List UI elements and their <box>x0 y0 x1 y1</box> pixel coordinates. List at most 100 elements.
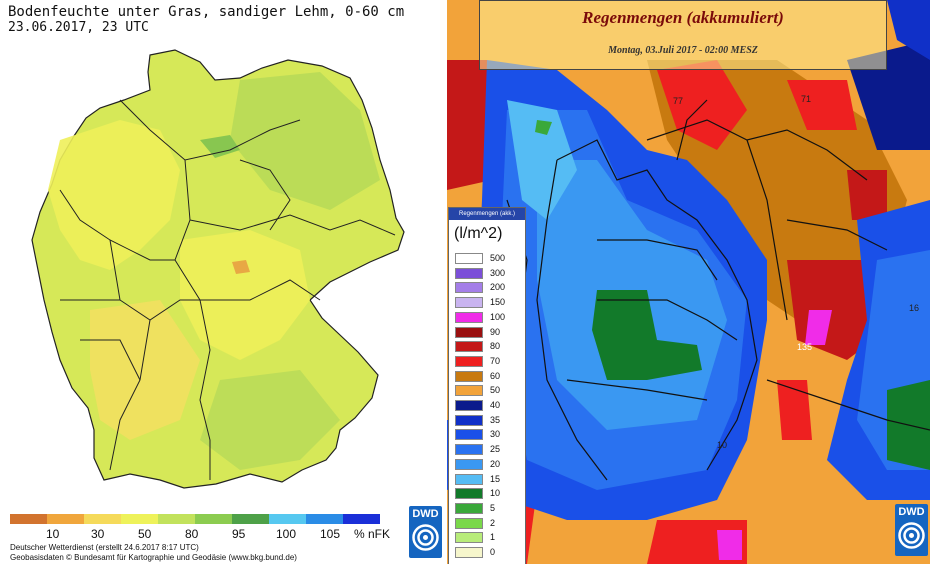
legend-row: 300 <box>455 267 521 280</box>
legend-row: 2 <box>455 517 521 530</box>
scale-label: 80 <box>185 527 199 541</box>
legend-label: 60 <box>490 370 501 381</box>
legend-row: 60 <box>455 370 521 383</box>
legend-swatch <box>455 326 483 338</box>
legend-row: 80 <box>455 341 521 353</box>
legend-row: 50 <box>455 385 521 397</box>
legend-row: 500 <box>455 253 521 265</box>
legend-label: 35 <box>490 414 501 425</box>
scale-segment <box>47 514 84 524</box>
soil-moisture-color-scale <box>10 514 380 524</box>
dwd-swirl-icon <box>412 524 439 551</box>
scale-label: 105 <box>320 527 341 541</box>
legend-row: 5 <box>455 502 521 515</box>
legend-swatch <box>455 517 483 529</box>
germany-soil-moisture-map <box>31 49 405 489</box>
dwd-swirl-icon <box>898 522 925 549</box>
scale-label: 100 <box>276 527 297 541</box>
legend-row: 30 <box>455 429 521 441</box>
legend-label: 10 <box>490 488 501 499</box>
legend-swatch <box>455 370 483 382</box>
soil-moisture-panel: Bodenfeuchte unter Gras, sandiger Lehm, … <box>0 0 447 564</box>
rainfall-panel: Regenmengen (akkumuliert) Montag, 03.Jul… <box>447 0 930 564</box>
scale-segment <box>121 514 158 524</box>
legend-swatch <box>455 341 483 353</box>
legend-swatch <box>455 253 483 264</box>
legend-row: 20 <box>455 458 521 471</box>
legend-row: 15 <box>455 473 521 486</box>
scale-segment <box>306 514 343 524</box>
legend-label: 20 <box>490 458 501 469</box>
legend-label: 50 <box>490 385 501 396</box>
rainfall-subtitle: Montag, 03.Juli 2017 - 02:00 MESZ <box>608 45 758 56</box>
green-rain-area <box>592 290 702 380</box>
legend-row: 150 <box>455 297 521 309</box>
legend-row: 1 <box>455 532 521 544</box>
wetter-zone <box>230 72 380 210</box>
soil-moisture-title: Bodenfeuchte unter Gras, sandiger Lehm, … <box>8 4 405 20</box>
country-borders <box>486 99 930 481</box>
wetter-zone <box>200 370 340 470</box>
legend-label: 30 <box>490 429 501 440</box>
legend-label: 2 <box>490 517 496 528</box>
legend-swatch <box>455 502 483 514</box>
legend-swatch <box>455 311 483 323</box>
wet-spot <box>200 135 240 158</box>
legend-row: 35 <box>455 414 521 427</box>
scale-label: 10 <box>46 527 60 541</box>
legend-unit: (l/m^2) <box>454 225 503 242</box>
soil-moisture-date: 23.06.2017, 23 UTC <box>8 20 149 35</box>
legend-swatch <box>455 355 483 367</box>
dwd-logo: DWD <box>895 504 928 556</box>
scale-label: % nFK <box>354 527 391 541</box>
scale-segment <box>343 514 380 524</box>
legend-label: 5 <box>490 502 496 513</box>
legend-swatch <box>455 414 483 426</box>
drier-zone <box>90 300 200 440</box>
legend-label: 100 <box>490 311 506 322</box>
drier-zone <box>48 120 180 270</box>
legend-label: 40 <box>490 400 501 410</box>
legend-label: 15 <box>490 473 501 484</box>
legend-label: 25 <box>490 444 501 455</box>
legend-label: 300 <box>490 267 506 278</box>
legend-swatch <box>455 532 483 544</box>
drier-zone <box>180 230 310 360</box>
map-value-label: 10 <box>717 440 728 450</box>
legend-swatch <box>455 458 483 470</box>
map-value-label: 71 <box>801 94 812 104</box>
legend-row: 10 <box>455 488 521 500</box>
dry-spot <box>232 260 250 274</box>
map-value-label: 135 <box>797 342 813 352</box>
legend-swatch <box>455 282 483 294</box>
scale-segment <box>232 514 269 524</box>
legend-swatch <box>455 547 483 558</box>
map-value-label: 77 <box>673 96 684 106</box>
scale-segment <box>10 514 47 524</box>
rainfall-title: Regenmengen (akkumuliert) <box>582 8 784 27</box>
rainfall-legend: Regenmengen (akk.) (l/m^2) 500 300 200 150 1… <box>448 207 526 564</box>
legend-row: 200 <box>455 282 521 294</box>
dwd-logo-text: DWD <box>412 508 439 520</box>
dwd-credit: Deutscher Wetterdienst (erstellt 24.6.20… <box>10 543 199 552</box>
rainfall-map <box>447 0 930 564</box>
scale-segment <box>269 514 306 524</box>
scale-label: 50 <box>138 527 152 541</box>
legend-row: 100 <box>455 311 521 324</box>
legend-row: 70 <box>455 355 521 368</box>
scale-segment <box>195 514 232 524</box>
legend-label: 200 <box>490 282 506 293</box>
legend-label: 150 <box>490 297 506 308</box>
legend-swatch <box>455 267 483 279</box>
legend-row: 40 <box>455 400 521 412</box>
legend-header: Regenmengen (akk.) <box>449 208 525 220</box>
legend-row: 0 <box>455 547 521 559</box>
dwd-logo: DWD <box>409 506 442 558</box>
legend-swatch <box>455 400 483 411</box>
legend-swatch <box>455 473 483 485</box>
legend-label: 500 <box>490 253 506 263</box>
scale-label: 95 <box>232 527 246 541</box>
geodata-credit: Geobasisdaten © Bundesamt für Kartograph… <box>10 553 297 562</box>
legend-label: 70 <box>490 355 501 366</box>
legend-swatch <box>455 444 483 456</box>
